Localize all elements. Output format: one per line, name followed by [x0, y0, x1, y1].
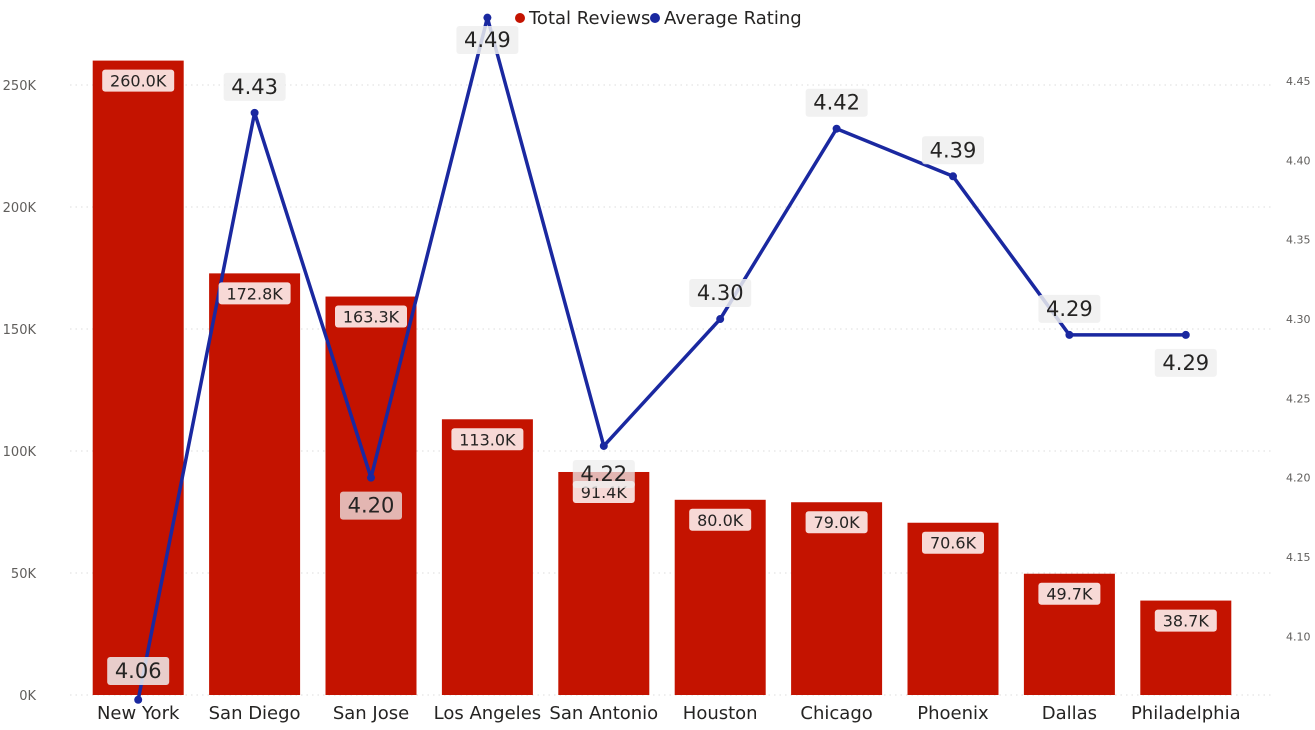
line-data-labels: 4.06 4.43 4.20 4.49 4.22 4.30 4.42 4.39 4.29 4.29 [107, 26, 1217, 685]
line-point [483, 13, 492, 22]
bar-label-background [922, 531, 984, 554]
line-label-background [689, 279, 752, 308]
line-label-background [1038, 294, 1101, 323]
right-tick-label: 4.20 [1286, 472, 1311, 485]
legend-label-average-rating: Average Rating [664, 8, 802, 29]
legend-marker-average-rating [650, 13, 660, 23]
bar [92, 60, 184, 696]
bar [558, 471, 650, 695]
bar [209, 273, 301, 695]
bar-data-label: 79.0K [814, 513, 861, 532]
category-label: Phoenix [917, 703, 989, 724]
category-axis: New York San Diego San Jose Los Angeles San … [97, 703, 1241, 724]
bar-data-label: 38.7K [1163, 612, 1210, 631]
line-label-background [340, 491, 402, 520]
category-label: Dallas [1042, 703, 1097, 724]
left-tick-label: 200K [3, 201, 37, 216]
category-label: San Diego [209, 703, 301, 724]
bar-label-background [1154, 609, 1217, 632]
line-label-background [223, 72, 286, 101]
bar-label-background [102, 69, 175, 92]
category-label: Houston [683, 703, 758, 724]
line-label-background [805, 88, 868, 117]
line-point [367, 473, 375, 482]
right-tick-label: 4.25 [1286, 392, 1311, 405]
line-label-background [1154, 348, 1217, 377]
line-point [1065, 330, 1074, 339]
bar-label-background [451, 428, 524, 451]
line-label-background [107, 657, 170, 685]
line-label-background [922, 136, 984, 165]
bar-data-label: 70.6K [930, 534, 977, 553]
line-data-label: 4.22 [580, 462, 627, 486]
category-label: Los Angeles [434, 703, 542, 724]
bar-label-background [805, 511, 868, 534]
line-point [1181, 330, 1190, 339]
bar-data-label: 80.0K [697, 511, 744, 530]
right-tick-label: 4.40 [1286, 154, 1311, 167]
left-axis: 0K 50K 100K 150K 200K 250K [3, 79, 37, 704]
left-tick-label: 100K [3, 445, 37, 460]
bar-data-label: 113.0K [459, 430, 516, 449]
line-point [250, 108, 259, 117]
line-point [832, 124, 841, 133]
right-tick-label: 4.45 [1286, 75, 1311, 88]
bar-label-background [1038, 582, 1101, 605]
line-data-label: 4.29 [1162, 351, 1209, 375]
legend-marker-total-reviews [515, 13, 525, 23]
bar [441, 419, 533, 695]
line-point [599, 441, 608, 450]
bar [674, 499, 766, 695]
left-tick-label: 150K [3, 323, 37, 338]
left-tick-label: 50K [11, 567, 37, 582]
bar-data-label: 49.7K [1046, 585, 1093, 604]
right-tick-label: 4.30 [1286, 313, 1311, 326]
category-label: Philadelphia [1131, 703, 1241, 724]
bar [791, 502, 883, 695]
bar-label-background [218, 282, 291, 305]
line-series-average-rating [134, 13, 1190, 704]
category-label: San Jose [333, 703, 409, 724]
line-point [716, 315, 725, 324]
line-data-label: 4.20 [348, 494, 395, 518]
line-label-background [572, 459, 635, 488]
line-point [949, 172, 957, 181]
bar-series-total-reviews [92, 60, 1232, 696]
left-tick-label: 250K [3, 79, 37, 94]
line-data-label: 4.29 [1046, 297, 1093, 321]
bar-label-background [335, 305, 407, 328]
bar-data-label: 172.8K [226, 284, 283, 303]
left-tick-label: 0K [19, 689, 36, 704]
line-data-label: 4.42 [813, 91, 860, 115]
line-point [134, 695, 143, 704]
line-data-label: 4.43 [231, 75, 278, 99]
right-axis: 4.10 4.15 4.20 4.25 4.30 4.35 4.40 4.45 [1286, 75, 1311, 643]
rating-line [136, 15, 1186, 701]
category-label: Chicago [800, 703, 872, 724]
category-label: New York [97, 703, 180, 724]
legend: Total Reviews Average Rating [515, 8, 802, 29]
legend-label-total-reviews: Total Reviews [528, 8, 650, 29]
bar-data-label: 260.0K [110, 72, 167, 91]
category-label: San Antonio [549, 703, 658, 724]
right-tick-label: 4.35 [1286, 234, 1311, 247]
line-data-label: 4.49 [464, 28, 511, 52]
bar-data-label: 163.3K [343, 308, 400, 327]
line-label-background [456, 26, 519, 54]
line-data-label: 4.30 [697, 281, 744, 305]
line-data-label: 4.06 [115, 659, 162, 683]
line-data-label: 4.39 [930, 138, 977, 162]
bar-label-background [689, 508, 752, 531]
right-tick-label: 4.10 [1286, 630, 1311, 643]
right-tick-label: 4.15 [1286, 551, 1311, 564]
